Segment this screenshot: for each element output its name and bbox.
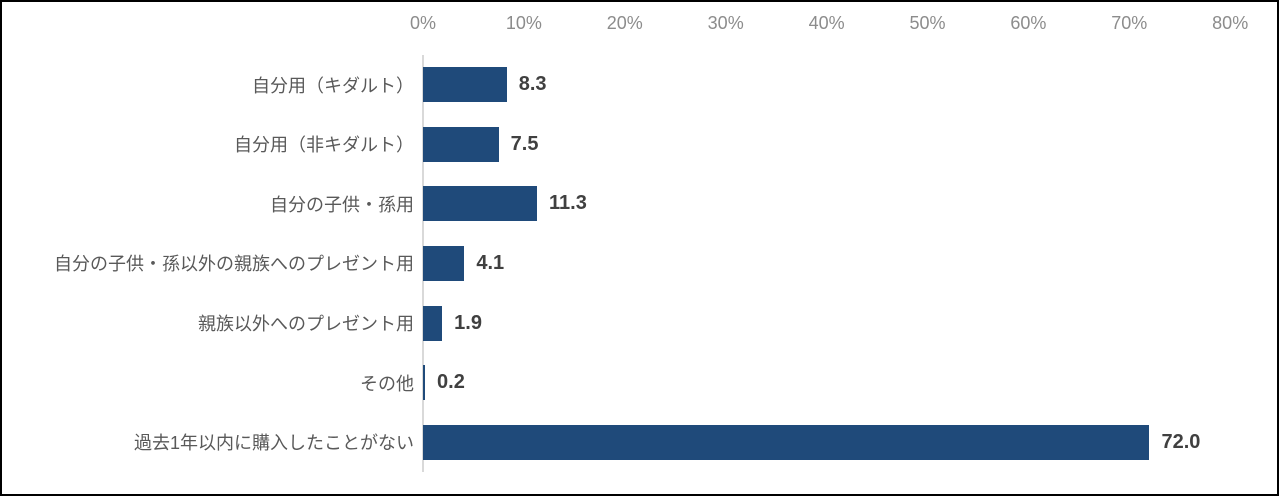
category-label: 過去1年以内に購入したことがない — [133, 433, 414, 454]
x-axis-tick-label: 0% — [409, 13, 437, 33]
value-label: 72.0 — [1161, 430, 1201, 453]
value-label: 11.3 — [549, 192, 587, 215]
bar — [423, 246, 465, 281]
category-label: 自分の子供・孫以外の親族へのプレゼント用 — [54, 254, 414, 275]
value-label: 4.1 — [476, 251, 505, 274]
category-label: 自分用（キダルト） — [252, 75, 414, 96]
bar — [423, 126, 499, 162]
x-axis-tick-label: 30% — [707, 13, 744, 33]
x-axis-tick-label: 80% — [1212, 13, 1249, 33]
bar — [423, 365, 426, 401]
value-label: 1.9 — [454, 311, 482, 334]
bar — [423, 305, 443, 341]
category-label: その他 — [360, 373, 414, 394]
x-axis-tick-label: 20% — [606, 13, 643, 33]
x-axis-tick-label: 40% — [808, 13, 845, 33]
category-label: 自分用（非キダルト） — [234, 135, 414, 156]
bar — [423, 67, 507, 103]
x-axis-tick-label: 70% — [1111, 13, 1148, 33]
value-label: 7.5 — [510, 132, 539, 155]
value-label: 0.2 — [437, 371, 465, 394]
value-label: 8.3 — [518, 73, 547, 96]
x-axis-tick-label: 50% — [909, 13, 946, 33]
bar — [423, 424, 1150, 460]
bar — [423, 186, 538, 222]
category-label: 親族以外へのプレゼント用 — [198, 314, 414, 335]
category-label: 自分の子供・孫用 — [270, 194, 414, 215]
x-axis-tick-label: 10% — [505, 13, 542, 33]
x-axis-tick-label: 60% — [1010, 13, 1047, 33]
